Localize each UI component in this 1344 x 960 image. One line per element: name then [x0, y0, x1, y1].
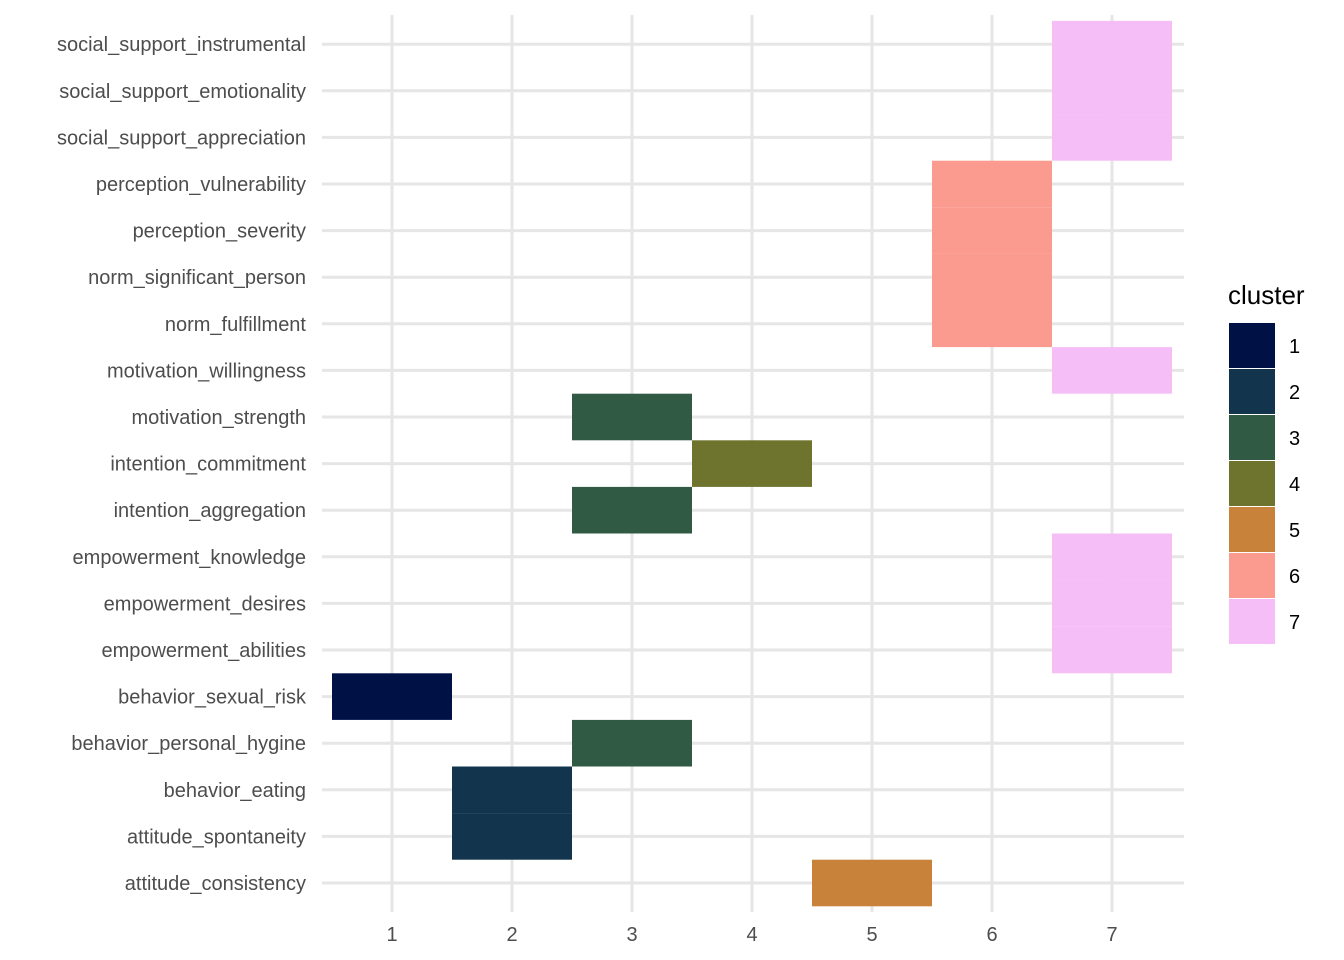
- heatmap-cell-social_support_emotionality: [1052, 67, 1172, 115]
- y-tick-label: social_support_emotionality: [59, 81, 306, 103]
- heatmap-cell-behavior_personal_hygine: [572, 719, 692, 767]
- y-tick-label: behavior_eating: [164, 780, 306, 802]
- legend-label-3: 3: [1289, 428, 1300, 450]
- y-tick-label: empowerment_abilities: [101, 640, 306, 662]
- y-tick-label: empowerment_desires: [104, 593, 306, 615]
- y-tick-label: attitude_consistency: [125, 873, 306, 895]
- y-tick-label: attitude_spontaneity: [127, 826, 306, 848]
- y-tick-label: social_support_appreciation: [57, 127, 306, 149]
- y-tick-label: norm_significant_person: [88, 267, 306, 289]
- legend: cluster 1 2 3 4 5 6 7: [1228, 280, 1305, 644]
- x-tick-label: 6: [986, 924, 997, 946]
- legend-label-2: 2: [1289, 382, 1300, 404]
- legend-label-5: 5: [1289, 520, 1300, 542]
- y-tick-label: intention_commitment: [110, 454, 306, 476]
- heatmap-cell-attitude_consistency: [812, 859, 932, 907]
- heatmap-cell-perception_severity: [932, 207, 1052, 254]
- legend-swatch-2: [1229, 369, 1275, 414]
- y-axis-tick-labels: attitude_consistency attitude_spontaneity…: [57, 34, 307, 895]
- legend-swatch-6: [1229, 553, 1275, 598]
- heatmap-cell-norm_fulfillment: [932, 300, 1052, 348]
- y-tick-label: behavior_sexual_risk: [118, 687, 307, 709]
- x-tick-label: 3: [626, 924, 637, 946]
- legend-label-1: 1: [1289, 336, 1300, 358]
- heatmap-cell-behavior_eating: [452, 766, 572, 814]
- heatmap-cell-intention_aggregation: [572, 486, 692, 534]
- y-tick-label: behavior_personal_hygine: [71, 733, 306, 755]
- heatmap-cell-social_support_instrumental: [1052, 20, 1172, 68]
- heatmap-cell-attitude_spontaneity: [452, 813, 572, 860]
- y-tick-label: motivation_strength: [131, 407, 306, 429]
- y-tick-label: empowerment_knowledge: [73, 547, 306, 569]
- heatmap-cell-behavior_sexual_risk: [332, 673, 452, 720]
- y-tick-label: motivation_willingness: [107, 360, 306, 382]
- legend-swatch-5: [1229, 507, 1275, 552]
- heatmap-cell-social_support_appreciation: [1052, 114, 1172, 161]
- y-tick-label: norm_fulfillment: [165, 314, 307, 336]
- legend-swatch-4: [1229, 461, 1275, 506]
- legend-title: cluster: [1228, 280, 1305, 310]
- legend-swatch-3: [1229, 415, 1275, 460]
- heatmap-cell-empowerment_abilities: [1052, 626, 1172, 674]
- legend-label-6: 6: [1289, 566, 1300, 588]
- x-tick-label: 2: [506, 924, 517, 946]
- legend-swatch-1: [1229, 323, 1275, 368]
- x-axis-tick-labels: 1 2 3 4 5 6 7: [386, 924, 1117, 946]
- legend-swatch-7: [1229, 599, 1275, 644]
- y-tick-label: perception_vulnerability: [96, 174, 306, 196]
- heatmap-cell-perception_vulnerability: [932, 160, 1052, 208]
- x-tick-label: 5: [866, 924, 877, 946]
- y-tick-label: social_support_instrumental: [57, 34, 306, 56]
- heatmap-cell-empowerment_knowledge: [1052, 533, 1172, 581]
- y-tick-label: intention_aggregation: [114, 500, 306, 522]
- x-tick-label: 7: [1106, 924, 1117, 946]
- heatmap-cell-motivation_willingness: [1052, 347, 1172, 394]
- legend-label-7: 7: [1289, 612, 1300, 634]
- y-tick-label: perception_severity: [133, 221, 306, 243]
- heatmap-cell-motivation_strength: [572, 393, 692, 441]
- heatmap-cell-norm_significant_person: [932, 253, 1052, 301]
- x-tick-label: 1: [386, 924, 397, 946]
- x-tick-label: 4: [746, 924, 757, 946]
- legend-label-4: 4: [1289, 474, 1300, 496]
- heatmap-cell-intention_commitment: [692, 440, 812, 487]
- heatmap-cells: [332, 20, 1172, 907]
- heatmap-cell-empowerment_desires: [1052, 580, 1172, 627]
